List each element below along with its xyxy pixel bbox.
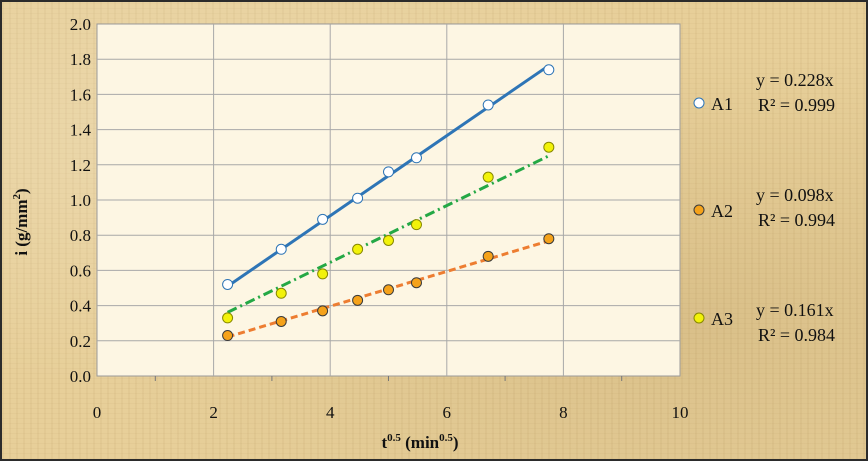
equation-a1: y = 0.228x bbox=[756, 70, 834, 90]
point-a2 bbox=[317, 305, 329, 317]
point-a1 bbox=[482, 99, 494, 111]
legend-marker-a1 bbox=[693, 97, 705, 109]
y-axis-title-close: ) bbox=[12, 188, 31, 194]
y-axis-title-main: i (g/mm bbox=[12, 199, 31, 255]
legend: A1 y = 0.228x R² = 0.999 A2 y = 0.098x R² = 0… bbox=[693, 70, 835, 345]
x-axis-title-close: ) bbox=[453, 433, 459, 452]
point-a1 bbox=[410, 152, 422, 164]
legend-marker-a3 bbox=[693, 312, 705, 324]
point-a2 bbox=[222, 330, 234, 342]
x-tick-label: 6 bbox=[443, 403, 452, 422]
r-squared-a1: R² = 0.999 bbox=[758, 95, 835, 115]
point-a2 bbox=[352, 294, 364, 306]
legend-label-a3: A3 bbox=[711, 309, 733, 329]
point-a2 bbox=[275, 315, 287, 327]
point-a2 bbox=[383, 284, 394, 296]
markers bbox=[222, 64, 555, 342]
legend-label-a1: A1 bbox=[711, 94, 733, 114]
x-axis-title: t0.5 (min0.5) bbox=[381, 432, 458, 452]
point-a3 bbox=[482, 171, 494, 183]
point-a3 bbox=[352, 243, 364, 255]
point-a2 bbox=[482, 250, 494, 262]
y-tick-label: 0.2 bbox=[70, 332, 91, 351]
r-squared-a3: R² = 0.984 bbox=[758, 325, 835, 345]
x-tick-label: 4 bbox=[326, 403, 335, 422]
x-axis-title-unit-sup: 0.5 bbox=[439, 432, 453, 444]
grid bbox=[97, 24, 680, 381]
y-tick-label: 0.6 bbox=[70, 261, 91, 280]
y-tick-label: 1.6 bbox=[70, 85, 91, 104]
x-axis-title-sup: 0.5 bbox=[387, 432, 401, 444]
x-tick-label: 10 bbox=[672, 403, 689, 422]
y-tick-labels: 0.0 0.2 0.4 0.6 0.8 1.0 1.2 1.4 1.6 1.8 2.0 bbox=[70, 15, 92, 386]
point-a2 bbox=[410, 277, 422, 289]
point-a1 bbox=[222, 278, 234, 290]
point-a3 bbox=[410, 219, 422, 231]
x-tick-label: 0 bbox=[93, 403, 102, 422]
y-tick-label: 1.0 bbox=[70, 191, 91, 210]
y-tick-label: 1.4 bbox=[70, 121, 92, 140]
y-axis-title-sup: 2 bbox=[11, 193, 23, 199]
point-a3 bbox=[317, 268, 329, 280]
equation-a3: y = 0.161x bbox=[756, 300, 834, 320]
point-a2 bbox=[543, 233, 555, 245]
x-tick-labels: 0 2 4 6 8 10 bbox=[93, 403, 689, 422]
x-axis-title-main: t bbox=[381, 433, 387, 452]
point-a1 bbox=[275, 243, 287, 255]
y-tick-label: 2.0 bbox=[70, 15, 91, 34]
point-a3 bbox=[275, 287, 287, 299]
legend-label-a2: A2 bbox=[711, 201, 733, 221]
y-tick-label: 1.2 bbox=[70, 156, 91, 175]
x-axis-title-unit: (min bbox=[401, 433, 440, 452]
point-a3 bbox=[222, 312, 234, 324]
point-a3 bbox=[383, 234, 394, 246]
legend-marker-a2 bbox=[693, 204, 705, 216]
y-axis-title: i (g/mm2) bbox=[11, 188, 31, 255]
r-squared-a2: R² = 0.994 bbox=[758, 210, 835, 230]
x-tick-label: 2 bbox=[209, 403, 218, 422]
point-a1 bbox=[543, 64, 555, 76]
y-tick-label: 1.8 bbox=[70, 50, 91, 69]
y-tick-label: 0.8 bbox=[70, 226, 91, 245]
point-a1 bbox=[383, 166, 394, 178]
point-a3 bbox=[543, 141, 555, 153]
y-tick-label: 0.0 bbox=[70, 367, 91, 386]
equation-a2: y = 0.098x bbox=[756, 185, 834, 205]
x-tick-label: 8 bbox=[559, 403, 568, 422]
point-a1 bbox=[317, 213, 329, 225]
y-tick-label: 0.4 bbox=[70, 297, 92, 316]
point-a1 bbox=[352, 192, 364, 204]
